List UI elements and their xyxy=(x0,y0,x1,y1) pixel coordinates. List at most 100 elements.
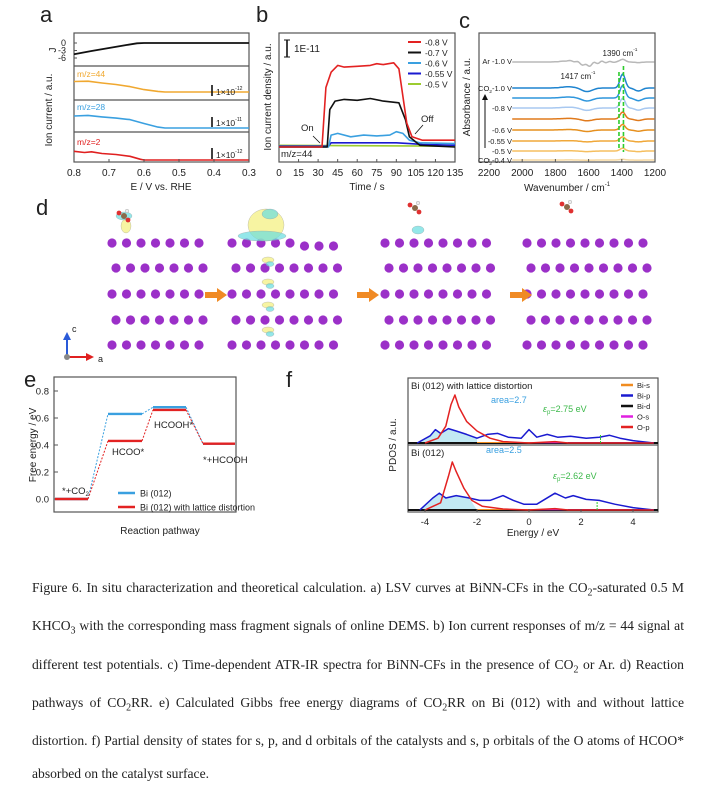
scale-bar-label-main: 1×10 xyxy=(216,87,235,97)
c-axis-label: c xyxy=(72,324,77,334)
a-axis-arrowhead xyxy=(86,353,94,361)
panel-label-f: f xyxy=(286,367,293,392)
x-tick-label: 0 xyxy=(276,168,282,179)
bi-atom xyxy=(427,263,438,273)
y-axis-label: Free energy / eV xyxy=(28,407,39,482)
bi-atom xyxy=(107,289,117,299)
scale-bar-label: 1×10-12 xyxy=(216,149,243,160)
bi-atom xyxy=(536,238,547,248)
bi-atom xyxy=(569,263,580,273)
x-tick-label: 2200 xyxy=(478,168,501,179)
x-tick-label: 2000 xyxy=(511,168,534,179)
bi-atom xyxy=(536,289,547,299)
panel-label-d: d xyxy=(36,195,48,220)
slab-structure-2 xyxy=(227,238,343,350)
bi-atom xyxy=(409,340,419,350)
bi-atom xyxy=(394,340,405,350)
energy-connector xyxy=(185,409,204,444)
panel-label-b: b xyxy=(256,2,268,27)
j-tick-label: 0 xyxy=(61,38,66,48)
eps-label: εp=2.62 eV xyxy=(553,471,597,483)
spectrum-trace xyxy=(512,111,655,122)
scale-bar-label-main: 1×10 xyxy=(216,118,235,128)
figure-caption: Figure 6. In situ characterization and t… xyxy=(32,572,684,790)
j-curve xyxy=(73,42,249,56)
charge-depletion-isosurface xyxy=(261,208,279,220)
bi-atom xyxy=(627,263,638,273)
bi-atom xyxy=(613,263,623,273)
reaction-arrow xyxy=(357,288,379,302)
bi-atom xyxy=(150,238,161,248)
bi-atom xyxy=(150,340,161,350)
bi-atom xyxy=(551,238,561,248)
eps-value: =2.62 eV xyxy=(560,471,596,481)
hcooh-molecule-oxygen xyxy=(407,202,413,208)
bi-atom xyxy=(438,238,448,248)
caption-text: or Ar. d) Reaction pathways of CO xyxy=(32,656,684,710)
y-axis-label: Ion current / a.u. xyxy=(44,74,55,147)
x-tick-label: 0.5 xyxy=(172,168,186,179)
bi-atom xyxy=(471,315,481,325)
o-p-curve xyxy=(424,461,654,511)
bi-atom xyxy=(125,263,136,273)
a-axis-label: a xyxy=(98,354,103,364)
bi-atom xyxy=(638,238,648,248)
reaction-arrow xyxy=(205,288,227,302)
bi-atom xyxy=(241,238,252,248)
bi-atom xyxy=(438,289,448,299)
bi-atom xyxy=(140,263,150,273)
bi-atom xyxy=(413,263,423,273)
x-tick-label: 0.6 xyxy=(137,168,151,179)
area-label: area=2.5 xyxy=(486,445,522,455)
bi-atom xyxy=(609,238,619,248)
bi-atom xyxy=(314,241,324,251)
bi-atom xyxy=(380,238,390,248)
bi-atom xyxy=(584,315,594,325)
bi-atom xyxy=(299,241,310,251)
bi-atom xyxy=(522,238,532,248)
state-label: *+CO2 xyxy=(62,486,90,498)
scale-bar-label: 1×10-12 xyxy=(216,86,243,97)
x-axis-label: Energy / eV xyxy=(507,528,560,539)
bi-atom xyxy=(194,340,204,350)
bi-atom xyxy=(613,315,623,325)
bi-atom xyxy=(442,263,452,273)
energy-connector xyxy=(87,413,109,500)
trace-label: Ar -1.0 V xyxy=(482,57,512,66)
eps-symbol: ε xyxy=(553,471,558,481)
scale-bar-label-sup: -12 xyxy=(235,86,243,92)
bi-atom xyxy=(438,340,448,350)
bi-atom xyxy=(481,289,492,299)
bi-atom xyxy=(274,315,285,325)
slab-structure-1 xyxy=(107,238,208,350)
trace-label-main: CO xyxy=(478,156,489,165)
x-axis-label: Reaction pathway xyxy=(120,526,200,537)
bi-atom xyxy=(580,340,590,350)
spectrum-trace xyxy=(512,158,655,161)
bi-atom xyxy=(169,315,179,325)
scale-bar-label: 1E-11 xyxy=(294,44,320,55)
bi-atom xyxy=(642,315,652,325)
peak-annotation-1390: 1390 cm-1 xyxy=(603,47,638,58)
scale-bar-label-main: 1×10 xyxy=(216,150,235,160)
hcooh-molecule-carbon xyxy=(564,204,570,210)
state-label: *+HCOOH xyxy=(203,455,248,466)
peak-annotation-1390-sup: -1 xyxy=(633,47,638,53)
bi-atom xyxy=(471,263,481,273)
bi-atom xyxy=(165,289,175,299)
bi-atom xyxy=(179,238,190,248)
m-z-annotation: m/z=44 xyxy=(281,149,312,160)
legend-label: -0.55 V xyxy=(425,69,453,79)
trace-label-sub: 2 xyxy=(489,89,492,95)
x-tick-label: 30 xyxy=(313,168,325,179)
eps-sub: p xyxy=(557,477,561,483)
bi-atom xyxy=(194,238,204,248)
bi-atom xyxy=(169,263,179,273)
bi-atom xyxy=(299,289,310,299)
y-axis-label: PDOS / a.u. xyxy=(388,418,399,471)
bi-atom xyxy=(303,315,314,325)
bi-atom xyxy=(551,340,561,350)
bi-atom xyxy=(627,315,638,325)
caption-text: with the corresponding mass fragment sig… xyxy=(32,618,684,672)
spectrum-trace xyxy=(512,123,655,133)
